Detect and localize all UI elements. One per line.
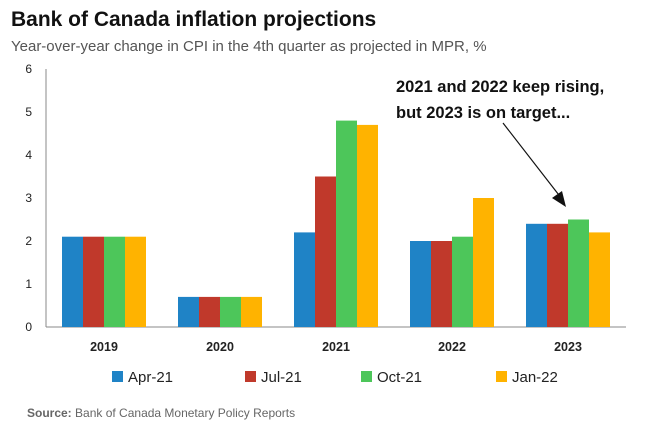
bar-oct-21-2019 [104, 236, 125, 327]
bar-apr-21-2021 [294, 232, 315, 327]
chart-title: Bank of Canada inflation projections [11, 8, 377, 31]
legend-label-jan-22: Jan-22 [512, 369, 558, 386]
x-tick-label: 2019 [90, 340, 118, 354]
bar-jul-21-2021 [315, 176, 336, 327]
annotation-text: 2021 and 2022 keep rising, but 2023 is o… [396, 78, 605, 122]
bar-apr-21-2022 [410, 241, 431, 327]
source-text: Bank of Canada Monetary Policy Reports [71, 406, 296, 420]
source-label: Source: [27, 406, 72, 420]
chart-subtitle: Year-over-year change in CPI in the 4th … [11, 38, 487, 55]
y-tick-label: 1 [25, 277, 32, 291]
legend-label-jul-21: Jul-21 [261, 369, 302, 386]
legend-swatch-jan-22 [496, 371, 507, 382]
bar-jul-21-2022 [431, 241, 452, 327]
bar-jul-21-2023 [547, 223, 568, 327]
annotation-arrow-line [502, 122, 563, 200]
y-tick-label: 6 [25, 62, 32, 76]
bar-apr-21-2020 [178, 296, 199, 327]
bar-jul-21-2020 [199, 296, 220, 327]
y-tick-label: 2 [25, 234, 32, 248]
bar-oct-21-2023 [568, 219, 589, 327]
bar-apr-21-2019 [62, 236, 83, 327]
bar-jan-22-2022 [473, 198, 494, 327]
bar-jan-22-2020 [241, 296, 262, 327]
legend-swatch-oct-21 [361, 371, 372, 382]
bar-oct-21-2021 [336, 120, 357, 327]
y-tick-label: 3 [25, 191, 32, 205]
legend-swatch-apr-21 [112, 371, 123, 382]
bar-oct-21-2020 [220, 296, 241, 327]
bar-jul-21-2019 [83, 236, 104, 327]
x-tick-label: 2020 [206, 340, 234, 354]
annotation-arrow-head [552, 191, 566, 207]
bar-jan-22-2019 [125, 236, 146, 327]
x-tick-label: 2023 [554, 340, 582, 354]
legend-label-oct-21: Oct-21 [377, 369, 422, 386]
legend-label-apr-21: Apr-21 [128, 369, 173, 386]
x-tick-label: 2021 [322, 340, 350, 354]
x-tick-label: 2022 [438, 340, 466, 354]
bar-apr-21-2023 [526, 223, 547, 327]
y-tick-label: 4 [25, 148, 32, 162]
source-note: Source: Bank of Canada Monetary Policy R… [27, 406, 295, 420]
legend-swatch-jul-21 [245, 371, 256, 382]
y-tick-label: 5 [25, 105, 32, 119]
bar-oct-21-2022 [452, 236, 473, 327]
y-tick-label: 0 [25, 320, 32, 334]
bar-jan-22-2023 [589, 232, 610, 327]
bar-jan-22-2021 [357, 124, 378, 328]
